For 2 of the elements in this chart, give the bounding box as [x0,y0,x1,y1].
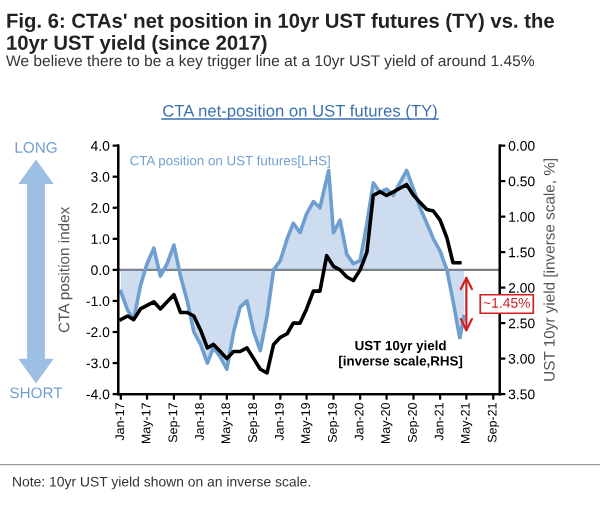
chart-title: Fig. 6: CTAs' net position in 10yr UST futures (TY) vs. the 10yr UST yield (since 2017) [7,13,554,54]
text: CTA net-position on UST futures (TY) [163,104,437,120]
